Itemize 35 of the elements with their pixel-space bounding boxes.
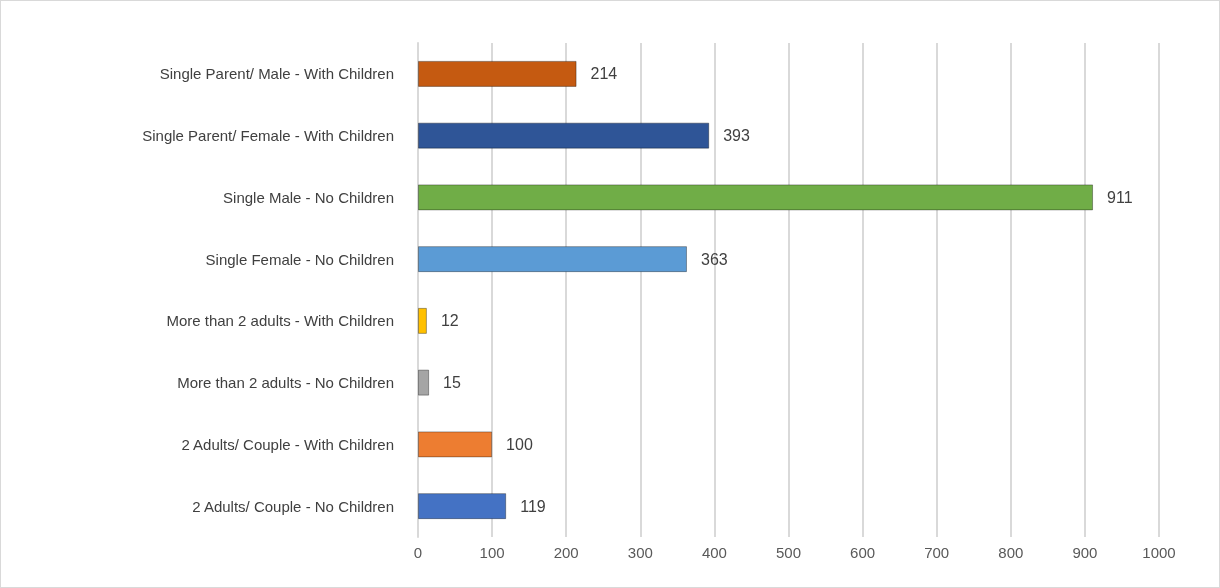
- data-label: 15: [443, 374, 462, 392]
- y-tick-label: More than 2 adults - No Children: [177, 374, 394, 392]
- data-label: 911: [1107, 188, 1133, 206]
- x-tick-label: 700: [924, 544, 950, 561]
- y-tick-label: Single Parent/ Female - With Children: [142, 127, 394, 145]
- x-tick-label: 1000: [1142, 544, 1176, 561]
- bar: [418, 246, 687, 273]
- y-tick-label: Single Parent/ Male - With Children: [159, 65, 394, 83]
- y-tick-label: More than 2 adults - With Children: [166, 312, 394, 330]
- bar: [418, 60, 577, 87]
- bar: [418, 493, 507, 520]
- x-tick-label: 300: [627, 544, 653, 561]
- bar: [418, 122, 710, 149]
- x-tick-label: 500: [775, 544, 802, 561]
- x-tick-label: 900: [1072, 544, 1098, 561]
- x-tick-label: 200: [553, 544, 579, 561]
- bar: [418, 431, 493, 458]
- data-label: 363: [700, 250, 728, 268]
- data-label: 119: [520, 497, 546, 515]
- bar: [418, 369, 430, 396]
- data-label: 12: [440, 312, 459, 330]
- data-label: 214: [590, 65, 618, 83]
- x-tick-label: 600: [850, 544, 876, 561]
- bar: [418, 307, 427, 334]
- y-tick-label: 2 Adults/ Couple - No Children: [192, 497, 394, 515]
- y-tick-label: 2 Adults/ Couple - With Children: [181, 435, 394, 453]
- y-tick-label: Single Female - No Children: [205, 250, 394, 268]
- x-tick-label: 400: [701, 544, 727, 561]
- y-tick-label: Single Male - No Children: [223, 188, 394, 206]
- x-tick-label: 100: [479, 544, 505, 561]
- data-label: 100: [506, 435, 533, 453]
- data-label: 393: [723, 127, 751, 145]
- x-tick-label: 0: [413, 544, 423, 561]
- bar: [418, 184, 1094, 211]
- x-tick-label: 800: [998, 544, 1024, 561]
